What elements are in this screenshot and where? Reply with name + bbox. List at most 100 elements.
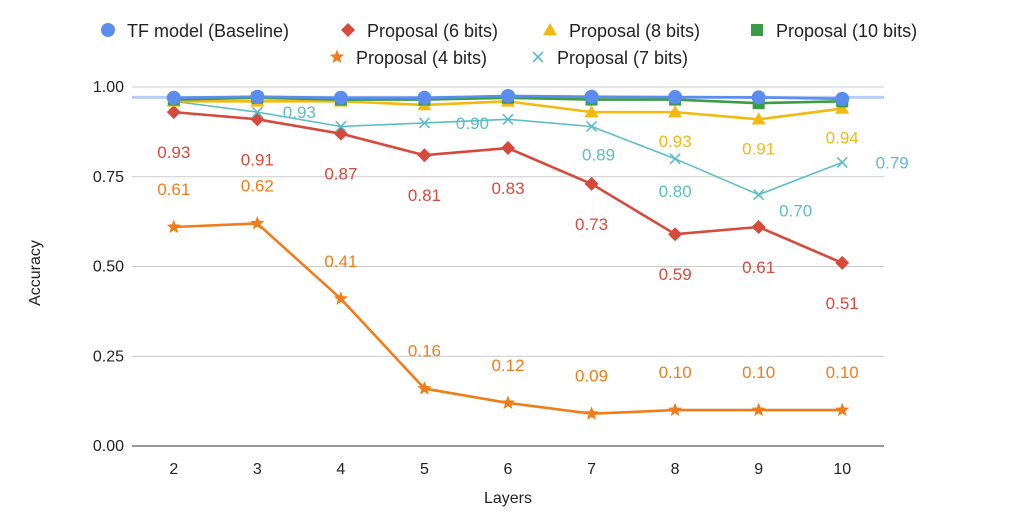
data-label: 0.93 <box>283 103 316 122</box>
x-tick-label: 6 <box>504 461 513 478</box>
legend-item[interactable]: Proposal (4 bits) <box>329 48 487 68</box>
data-label: 0.79 <box>876 153 909 172</box>
data-point-marker <box>668 105 683 118</box>
data-point-marker <box>669 153 681 165</box>
data-point-marker <box>835 101 850 114</box>
data-label: 0.80 <box>659 182 692 201</box>
x-tick-label: 3 <box>253 461 262 478</box>
legend-item[interactable]: Proposal (6 bits) <box>341 21 498 41</box>
y-tick-label: 1.00 <box>93 79 124 96</box>
data-point-marker <box>668 90 683 105</box>
data-point-marker <box>502 113 514 125</box>
x-tick-label: 10 <box>833 461 851 478</box>
x-tick-label: 9 <box>754 461 763 478</box>
data-label: 0.51 <box>826 294 859 313</box>
data-point-marker <box>835 91 850 106</box>
data-point-marker <box>418 117 431 129</box>
data-point-marker <box>836 156 848 168</box>
data-point-marker <box>501 88 515 103</box>
data-point-marker <box>543 23 557 36</box>
data-point-marker <box>250 89 265 104</box>
data-label: 0.70 <box>779 202 812 221</box>
data-point-marker <box>584 176 599 191</box>
data-point-marker <box>585 120 598 133</box>
data-point-marker <box>751 220 766 235</box>
x-tick-label: 2 <box>169 461 178 478</box>
data-point-marker <box>584 105 599 118</box>
data-point-marker <box>166 90 181 105</box>
x-tick-label: 4 <box>336 461 345 478</box>
legend-label: Proposal (8 bits) <box>569 21 700 41</box>
data-point-marker <box>667 402 683 417</box>
data-label: 0.12 <box>491 356 524 375</box>
data-label: 0.94 <box>826 129 859 148</box>
y-axis-title: Accuracy <box>27 240 44 306</box>
data-label: 0.09 <box>575 367 608 386</box>
x-axis-title: Layers <box>484 490 532 507</box>
series-line <box>173 222 843 415</box>
data-point-marker <box>251 106 263 118</box>
legend-item[interactable]: Proposal (7 bits) <box>532 48 688 68</box>
legend-label: Proposal (7 bits) <box>557 48 688 68</box>
y-tick-label: 0.25 <box>93 348 124 365</box>
y-tick-label: 0.00 <box>93 438 124 455</box>
data-label: 0.10 <box>826 363 859 382</box>
x-tick-label: 8 <box>671 461 680 478</box>
legend-item[interactable]: Proposal (10 bits) <box>751 21 917 41</box>
data-point-marker <box>250 112 265 127</box>
data-point-marker <box>532 51 544 63</box>
legend-label: Proposal (4 bits) <box>356 48 487 68</box>
data-point-marker <box>835 402 850 417</box>
data-point-marker <box>751 24 763 36</box>
x-tick-label: 5 <box>420 461 429 478</box>
data-point-marker <box>751 112 766 125</box>
legend-item[interactable]: Proposal (8 bits) <box>543 21 700 41</box>
data-label: 0.83 <box>491 179 524 198</box>
data-point-marker <box>751 402 766 417</box>
data-point-marker <box>417 381 432 395</box>
data-label: 0.73 <box>575 215 608 234</box>
data-point-marker <box>333 291 349 305</box>
data-point-marker <box>166 219 181 234</box>
data-label: 0.59 <box>659 265 692 284</box>
data-label: 0.61 <box>742 258 775 277</box>
y-tick-label: 0.75 <box>93 169 124 186</box>
data-point-marker <box>751 90 766 105</box>
data-label: 0.91 <box>742 139 775 158</box>
data-point-marker <box>417 90 432 105</box>
series-markers <box>166 88 850 420</box>
data-point-marker <box>835 255 850 270</box>
x-tick-label: 7 <box>587 461 596 478</box>
data-label: 0.91 <box>241 150 274 169</box>
data-point-marker <box>250 215 265 230</box>
data-label: 0.61 <box>157 180 190 199</box>
y-tick-label: 0.50 <box>93 259 124 276</box>
data-point-marker <box>753 189 765 201</box>
data-label: 0.87 <box>324 165 357 184</box>
data-point-marker <box>329 49 345 64</box>
data-point-marker <box>333 126 348 141</box>
data-labels: 0.93 0.91 0.87 0.81 0.83 0.73 0.59 0.61 0.51 0.61… <box>157 103 909 386</box>
data-label: 0.10 <box>659 363 692 382</box>
data-point-marker <box>584 406 599 420</box>
data-point-marker <box>335 120 347 133</box>
data-point-marker <box>501 141 515 156</box>
data-label: 0.89 <box>582 145 615 164</box>
data-label: 0.81 <box>408 186 441 205</box>
data-point-marker <box>333 90 348 105</box>
data-point-marker <box>101 23 115 37</box>
data-label: 0.93 <box>157 143 190 162</box>
data-label: 0.93 <box>659 132 692 151</box>
legend-label: Proposal (6 bits) <box>367 21 498 41</box>
data-point-marker <box>341 23 355 37</box>
data-label: 0.16 <box>408 342 441 361</box>
data-point-marker <box>417 148 432 163</box>
axes: Layers Accuracy 0.00 0.25 0.50 0.75 1.00 2 3 4 5… <box>27 79 851 507</box>
legend-item[interactable]: TF model (Baseline) <box>101 21 289 41</box>
data-label: 0.10 <box>742 363 775 382</box>
data-point-marker <box>166 105 181 120</box>
data-label: 0.41 <box>324 252 357 271</box>
data-point-marker <box>584 89 599 104</box>
